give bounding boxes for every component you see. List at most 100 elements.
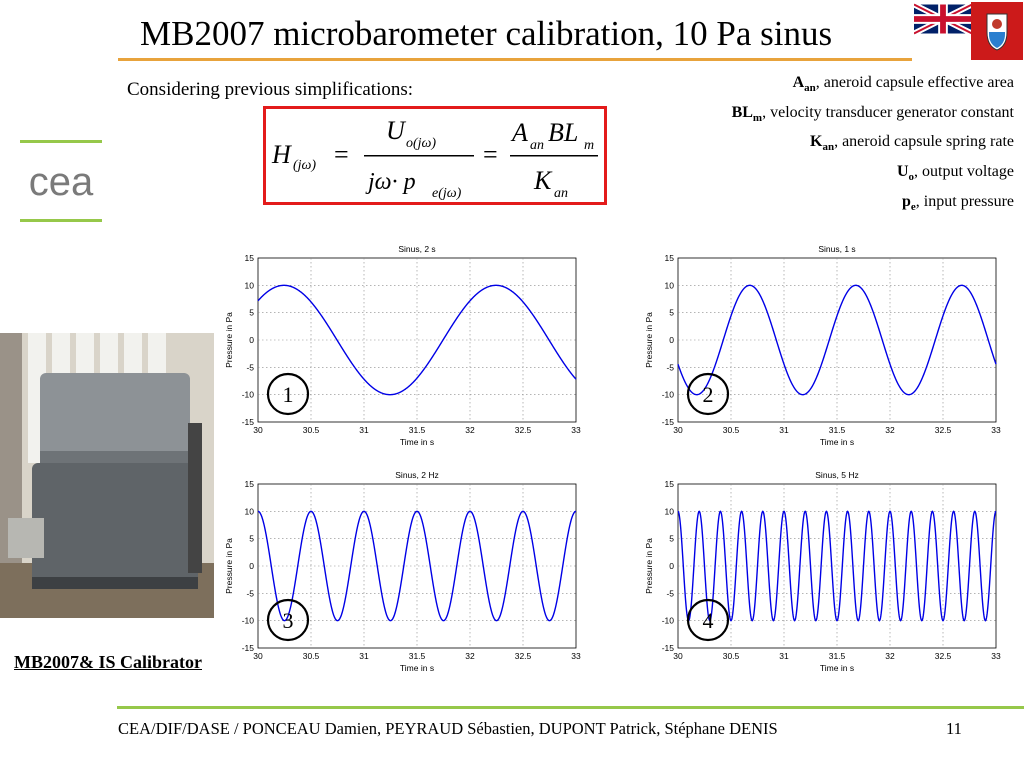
y-tick-label: -5 bbox=[246, 362, 254, 372]
series-line bbox=[677, 510, 997, 622]
x-tick-label: 30 bbox=[253, 425, 263, 435]
svg-text:=: = bbox=[334, 140, 349, 169]
x-axis-label: Time in s bbox=[820, 663, 854, 673]
plot-sinus-1s: Sinus, 1 s 30 30.5 31 31.5 32 32.5 33 15 10 5 0 -5 -1… bbox=[638, 238, 1004, 454]
series-line bbox=[257, 284, 577, 396]
plot-number-circle bbox=[266, 372, 310, 416]
chart-title: Sinus, 2 s bbox=[398, 244, 435, 254]
page-number: 11 bbox=[946, 719, 962, 738]
x-tick-label: 31 bbox=[779, 651, 789, 661]
y-tick-label: 15 bbox=[665, 253, 675, 263]
itw-badge: 2008 ITW bbox=[924, 44, 964, 54]
title-divider bbox=[118, 58, 930, 61]
footer-divider bbox=[117, 706, 1024, 709]
y-tick-label: 0 bbox=[249, 335, 254, 345]
svg-text:an: an bbox=[554, 186, 568, 201]
y-tick-label: 5 bbox=[249, 308, 254, 318]
plot-number: 4 bbox=[703, 608, 714, 633]
bermuda-flag bbox=[971, 2, 1023, 60]
definition-item: pe, input pressure bbox=[902, 192, 1014, 213]
x-tick-label: 30.5 bbox=[303, 425, 320, 435]
calibrator-photo bbox=[0, 333, 214, 618]
plot-sinus-2s: Sinus, 2 s 30 30.5 31 31.5 32 32.5 33 15 10 5 0 -5 -1… bbox=[218, 238, 584, 454]
x-tick-label: 31 bbox=[359, 425, 369, 435]
x-tick-label: 33 bbox=[991, 651, 1001, 661]
y-tick-label: 0 bbox=[669, 335, 674, 345]
intro-text: Considering previous simplifications: bbox=[127, 79, 414, 100]
plot-sinus-2hz: Sinus, 2 Hz 30 30.5 31 31.5 32 32.5 33 15 10 5 0 -5 -… bbox=[218, 464, 584, 680]
y-tick-label: 5 bbox=[669, 534, 674, 544]
y-tick-label: -10 bbox=[662, 390, 675, 400]
y-tick-label: -15 bbox=[242, 643, 255, 653]
x-tick-label: 31 bbox=[779, 425, 789, 435]
plot-number-circle bbox=[686, 598, 730, 642]
definition-item: Uo, output voltage bbox=[896, 163, 1014, 184]
x-tick-label: 32.5 bbox=[935, 651, 952, 661]
svg-text:o(jω): o(jω) bbox=[406, 136, 436, 151]
x-tick-label: 30.5 bbox=[303, 651, 320, 661]
x-tick-label: 33 bbox=[991, 425, 1001, 435]
y-tick-label: -15 bbox=[662, 643, 675, 653]
svg-text:BL: BL bbox=[548, 118, 578, 147]
x-tick-label: 32 bbox=[465, 651, 475, 661]
x-axis-label: Time in s bbox=[400, 663, 434, 673]
svg-text:jω· p: jω· p bbox=[365, 169, 416, 195]
x-tick-label: 31.5 bbox=[409, 425, 426, 435]
y-tick-label: 0 bbox=[249, 561, 254, 571]
x-tick-label: 33 bbox=[571, 425, 581, 435]
x-tick-label: 31.5 bbox=[829, 651, 846, 661]
footer-authors: CEA/DIF/DASE / PONCEAU Damien, PEYRAUD S… bbox=[118, 719, 778, 738]
transfer-function-formula: H (jω) = U o(jω) jω· p e(jω) = A an BL m… bbox=[263, 106, 607, 205]
svg-text:=: = bbox=[483, 140, 498, 169]
x-axis-label: Time in s bbox=[400, 437, 434, 447]
y-tick-label: -5 bbox=[666, 588, 674, 598]
y-tick-label: 15 bbox=[245, 253, 255, 263]
x-tick-label: 32 bbox=[885, 651, 895, 661]
plot-number: 1 bbox=[283, 382, 294, 407]
svg-text:K: K bbox=[533, 166, 553, 195]
y-tick-label: 10 bbox=[245, 506, 255, 516]
x-tick-label: 32.5 bbox=[515, 651, 532, 661]
symbol-definitions: Aan, aneroid capsule effective area BLm,… bbox=[732, 71, 1014, 219]
series-line bbox=[257, 510, 577, 622]
x-tick-label: 32.5 bbox=[935, 425, 952, 435]
chart-title: Sinus, 2 Hz bbox=[395, 470, 438, 480]
y-tick-label: -15 bbox=[662, 417, 675, 427]
y-tick-label: 15 bbox=[245, 479, 255, 489]
y-axis-label: Pressure in Pa bbox=[644, 538, 654, 594]
y-tick-label: 5 bbox=[249, 534, 254, 544]
y-tick-label: 0 bbox=[669, 561, 674, 571]
svg-text:(jω): (jω) bbox=[293, 158, 316, 173]
definition-item: Aan, aneroid capsule effective area bbox=[792, 74, 1014, 95]
y-axis-label: Pressure in Pa bbox=[224, 538, 234, 594]
svg-text:cea: cea bbox=[29, 160, 94, 204]
y-tick-label: -10 bbox=[662, 616, 675, 626]
plot-number: 2 bbox=[703, 382, 714, 407]
x-tick-label: 31 bbox=[359, 651, 369, 661]
chart-title: Sinus, 1 s bbox=[818, 244, 855, 254]
series-line bbox=[677, 284, 997, 396]
y-tick-label: -5 bbox=[246, 588, 254, 598]
x-tick-label: 30.5 bbox=[723, 651, 740, 661]
svg-text:an: an bbox=[530, 138, 544, 153]
svg-text:e(jω): e(jω) bbox=[432, 186, 462, 201]
x-tick-label: 30 bbox=[673, 651, 683, 661]
definition-item: BLm, velocity transducer generator const… bbox=[731, 103, 1014, 124]
plot-number: 3 bbox=[283, 608, 294, 633]
definition-item: Kan, aneroid capsule spring rate bbox=[809, 133, 1014, 154]
y-tick-label: 5 bbox=[669, 308, 674, 318]
y-tick-label: -15 bbox=[242, 417, 255, 427]
y-tick-label: -10 bbox=[242, 390, 255, 400]
cea-logo: cea bbox=[20, 140, 102, 222]
x-tick-label: 30 bbox=[253, 651, 263, 661]
svg-text:m: m bbox=[584, 138, 594, 153]
x-tick-label: 30.5 bbox=[723, 425, 740, 435]
svg-text:A: A bbox=[510, 118, 528, 147]
y-tick-label: -10 bbox=[242, 616, 255, 626]
y-axis-label: Pressure in Pa bbox=[644, 312, 654, 368]
plot-number-circle bbox=[686, 372, 730, 416]
x-tick-label: 32 bbox=[885, 425, 895, 435]
x-tick-label: 33 bbox=[571, 651, 581, 661]
plot-number-circle bbox=[266, 598, 310, 642]
y-tick-label: 10 bbox=[665, 280, 675, 290]
